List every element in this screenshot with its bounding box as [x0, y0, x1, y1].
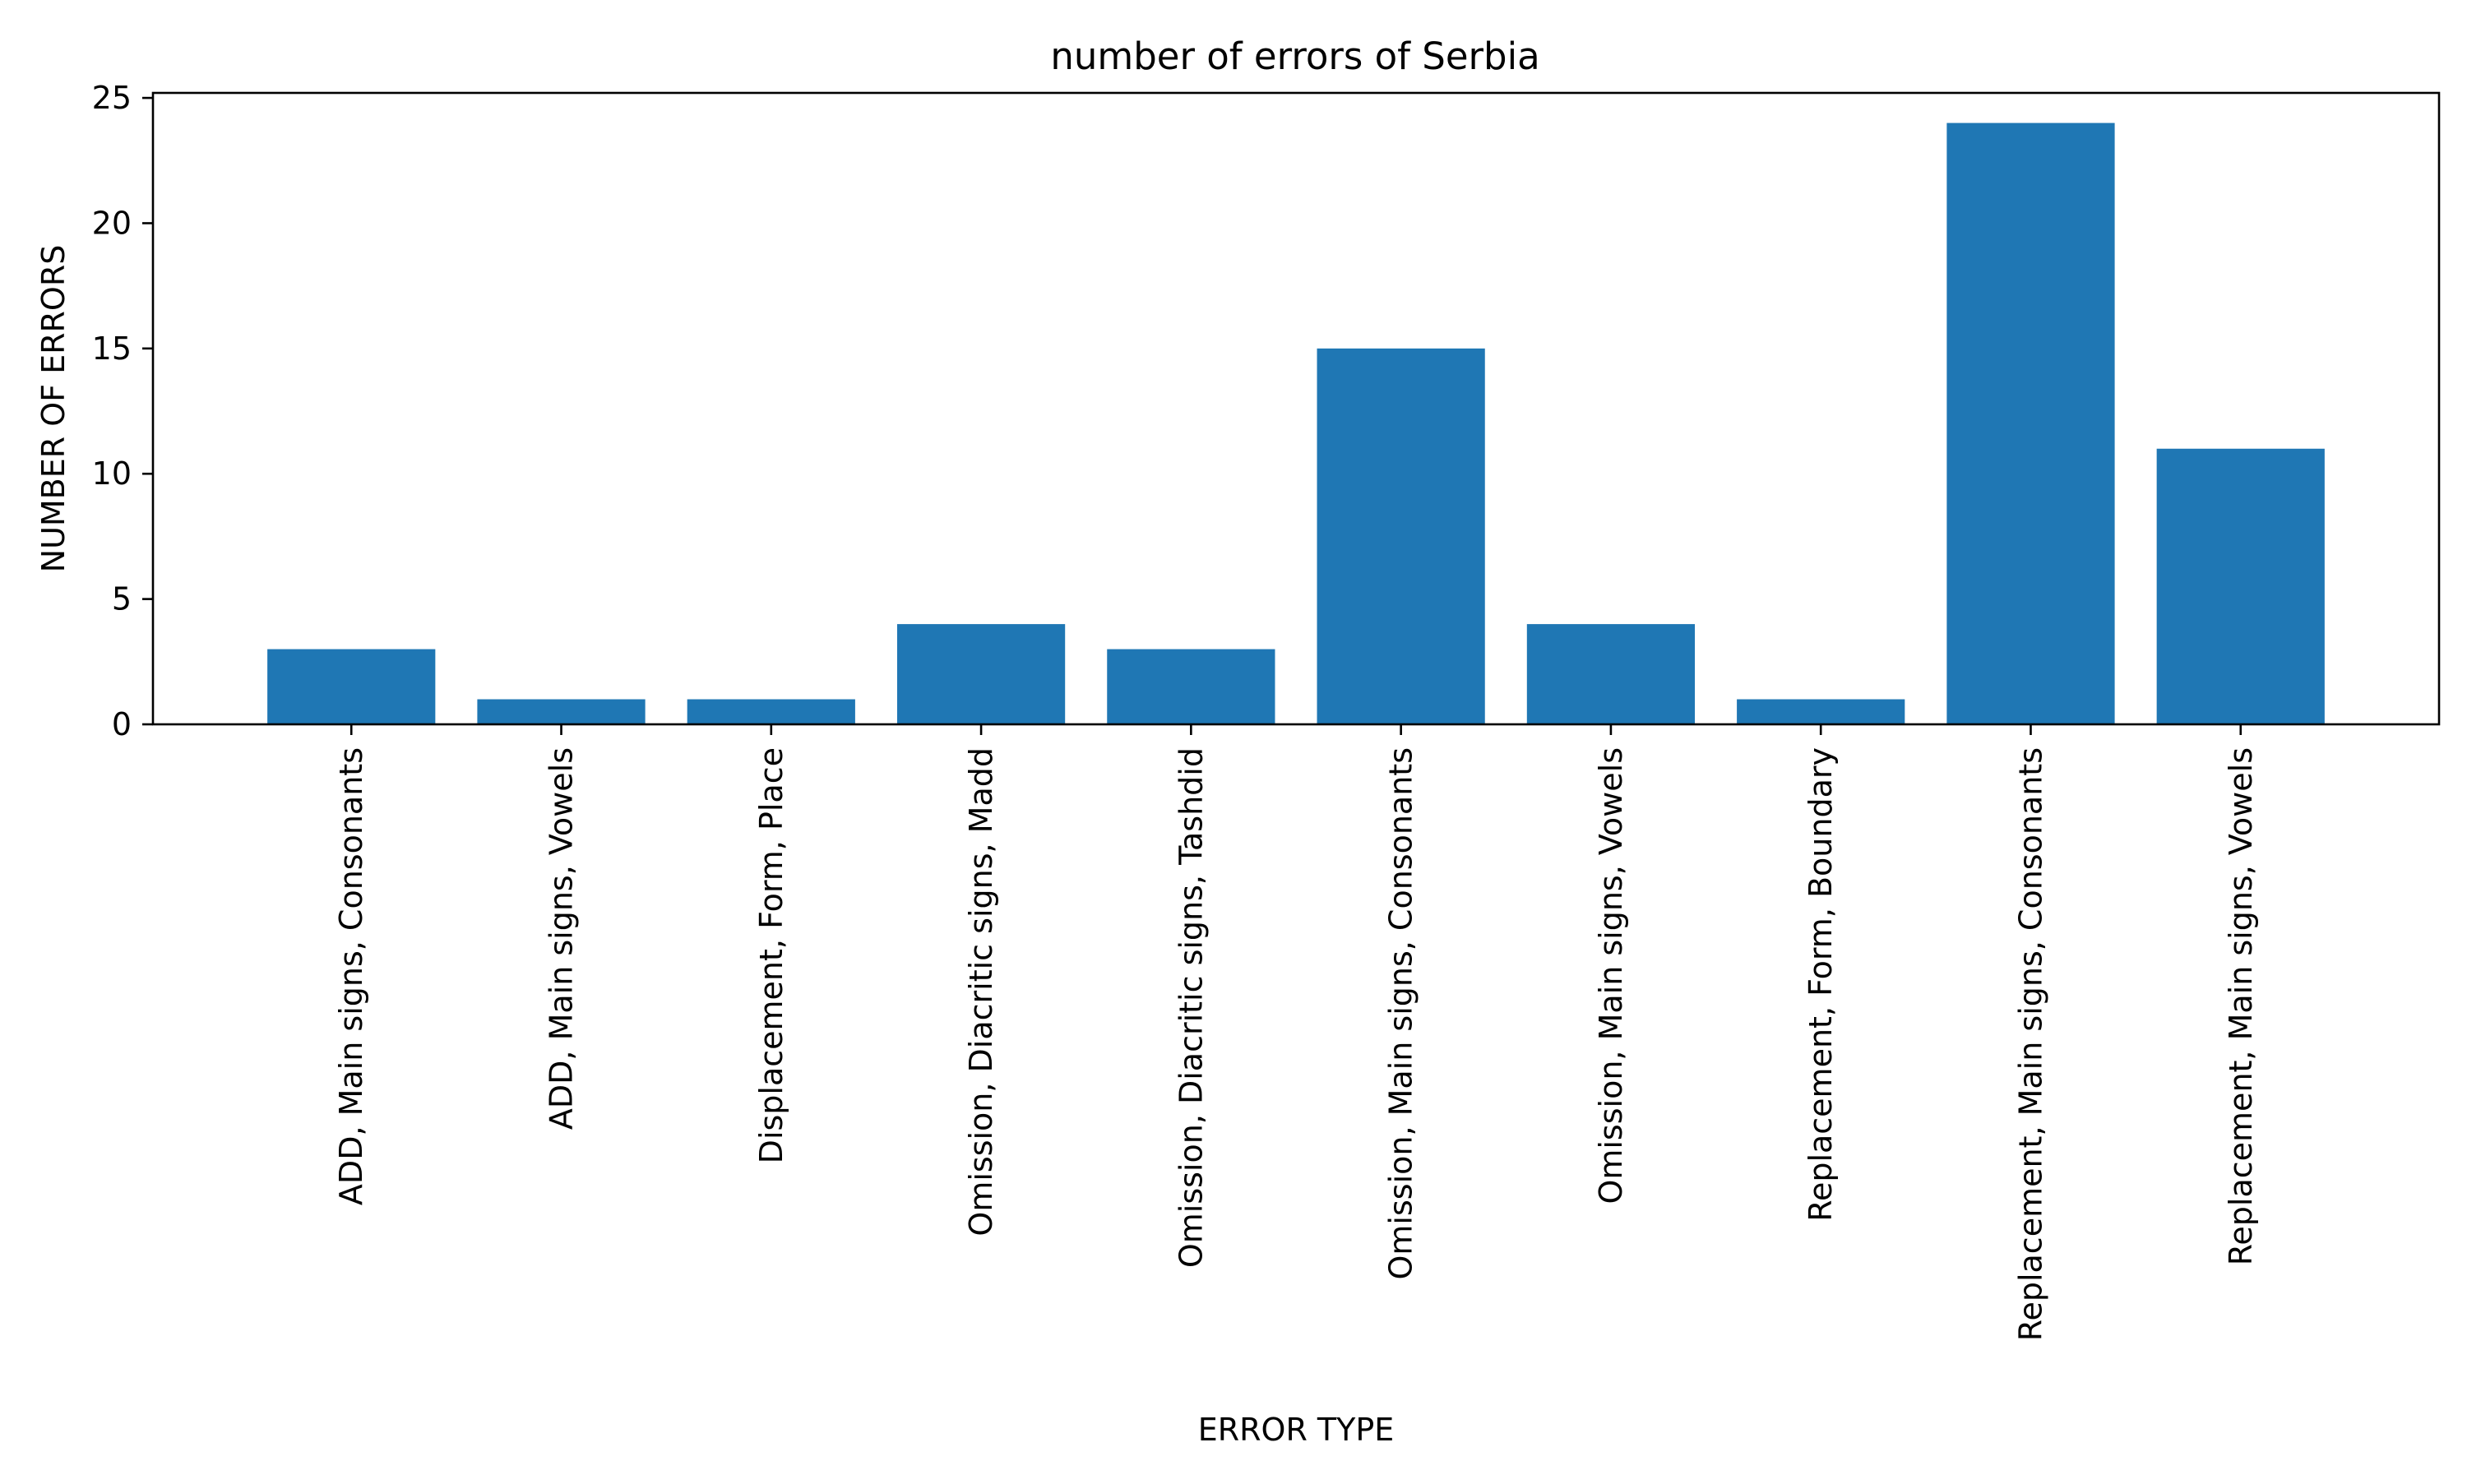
x-tick-label: Replacement, Form, Boundary [1803, 747, 1839, 1222]
bars-layer [267, 123, 2325, 725]
x-tick-label: Omission, Main signs, Vowels [1593, 747, 1629, 1204]
bar [267, 649, 436, 724]
x-tick-label: Omission, Diacritic signs, Tashdid [1173, 747, 1209, 1268]
y-tick-label: 20 [92, 205, 132, 241]
bar [1317, 348, 1485, 724]
plot-frame [151, 91, 2441, 726]
x-tick-label: Omission, Main signs, Consonants [1383, 747, 1419, 1280]
y-tick-label: 15 [92, 331, 132, 367]
x-axis-label: ERROR TYPE [1198, 1412, 1395, 1448]
x-axis: ADD, Main signs, Consonants ADD, Main sig… [333, 724, 2259, 1341]
y-axis: 0 5 10 15 20 25 [92, 80, 153, 742]
y-tick-label: 25 [92, 80, 132, 116]
x-tick-label: ADD, Main signs, Vowels [544, 747, 580, 1130]
bar [2156, 448, 2325, 724]
bar [896, 624, 1066, 724]
y-tick-label: 10 [92, 455, 132, 492]
bar [1526, 624, 1696, 724]
x-tick-label: Displacement, Form, Place [753, 747, 789, 1163]
bar [687, 699, 855, 724]
bar [1737, 699, 1905, 724]
x-tick-label: Replacement, Main signs, Vowels [2223, 747, 2259, 1265]
bar [1107, 649, 1275, 724]
y-tick-label: 5 [112, 581, 132, 617]
y-axis-label: NUMBER OF ERRORS [35, 245, 72, 573]
bar [1946, 123, 2115, 725]
bar [477, 699, 646, 724]
x-tick-label: Replacement, Main signs, Consonants [2012, 747, 2048, 1341]
x-tick-label: ADD, Main signs, Consonants [333, 747, 369, 1205]
chart-title: number of errors of Serbia [1050, 35, 1539, 78]
y-tick-label: 0 [112, 706, 132, 742]
x-tick-label: Omission, Diacritic signs, Madd [963, 747, 999, 1237]
